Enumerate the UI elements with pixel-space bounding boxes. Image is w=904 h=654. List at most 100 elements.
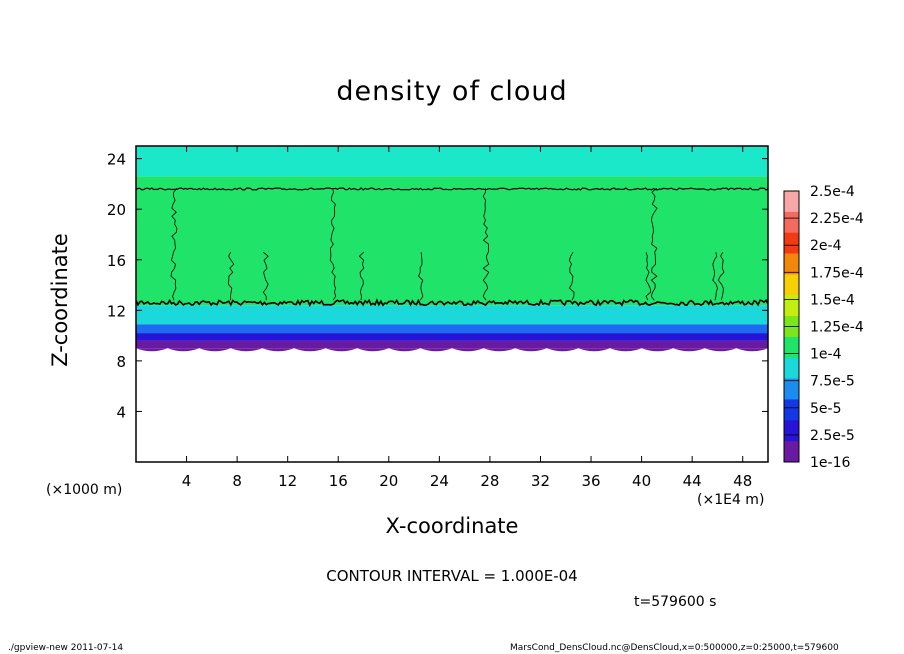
contour-streak-7	[568, 251, 575, 301]
contour-streak-6	[482, 188, 490, 301]
field-wave-bottom-13	[546, 348, 579, 352]
field-wave-bottom-7	[357, 348, 389, 352]
x-tick-label-48: 48	[733, 472, 752, 490]
colorbar-label-2: 2e-4	[810, 238, 842, 254]
colorbar-swatch-4	[784, 274, 799, 296]
y-tick-label-24: 24	[107, 151, 126, 169]
colorbar-swatch-10	[784, 399, 799, 421]
field-wave-13	[546, 335, 579, 341]
field-wave-18	[704, 335, 737, 341]
y-tick-label-12: 12	[107, 302, 126, 320]
field-wave-bottom-0	[136, 348, 168, 352]
x-tick-label-16: 16	[329, 472, 348, 490]
colorbar-swatch-9	[784, 378, 799, 400]
colorbar-label-10: 1e-16	[810, 455, 850, 471]
field-wave-12	[515, 335, 547, 341]
colorbar-swatch-12	[784, 441, 799, 463]
contour-interval-label: CONTOUR INTERVAL = 1.000E-04	[326, 567, 578, 585]
x-tick-label-12: 12	[278, 472, 297, 490]
colorbar-label-6: 1e-4	[810, 347, 842, 363]
field-wave-bottom-3	[230, 348, 263, 352]
field-wave-bottom-8	[388, 348, 421, 352]
field-wave-14	[578, 335, 610, 341]
field-wave-bottom-12	[515, 348, 547, 352]
field-wave-bottom-11	[483, 348, 516, 352]
colorbar-label-0: 2.5e-4	[810, 184, 855, 200]
colorbar-label-9: 2.5e-5	[810, 428, 855, 444]
contour-streak-3	[329, 188, 337, 301]
field-band-4	[136, 176, 768, 306]
colorbar-swatch-8	[784, 357, 799, 380]
contour-streak-1	[227, 252, 235, 301]
x-axis-unit: (×1E4 m)	[697, 492, 765, 508]
colorbar-label-7: 7.5e-5	[810, 374, 855, 390]
x-tick-label-44: 44	[683, 472, 702, 490]
colorbar-label-8: 5e-5	[810, 401, 841, 417]
y-axis-ticks: 4 8 12 16 20 24	[107, 151, 768, 421]
field-wave-bottom-2	[199, 348, 231, 352]
y-tick-label-20: 20	[107, 201, 126, 219]
field-lower-edge	[136, 335, 768, 352]
contour-streak-10	[712, 252, 718, 301]
field-wave-11	[483, 335, 516, 341]
field-wave-bottom-10	[452, 348, 484, 352]
colorbar-label-1: 2.25e-4	[810, 211, 864, 227]
footer-program-date: ./gpview-new 2011-07-14	[8, 643, 124, 653]
field-wave-17	[673, 335, 705, 341]
colorbar-label-4: 1.5e-4	[810, 292, 855, 308]
colorbar: 2.5e-4 2.25e-4 2e-4 1.75e-4 1.5e-4 1.25e-4 1e-…	[783, 184, 864, 471]
colorbar-swatch-1	[784, 211, 799, 234]
contour-streak-9	[650, 187, 658, 301]
field-wave-19	[736, 335, 768, 341]
field-wave-5	[294, 335, 326, 341]
contour-lines	[135, 187, 769, 308]
y-tick-label-16: 16	[107, 252, 126, 270]
contour-streak-8	[645, 252, 652, 301]
colorbar-swatch-5	[784, 295, 799, 317]
field-wave-bottom-5	[294, 348, 326, 352]
field-band-5	[136, 146, 768, 177]
time-label: t=579600 s	[634, 594, 717, 610]
field-wave-bottom-4	[262, 348, 294, 352]
contour-streak-0	[170, 187, 178, 301]
x-tick-label-32: 32	[531, 472, 550, 490]
field-wave-bottom-16	[641, 348, 674, 352]
field-band-0	[136, 340, 768, 349]
y-tick-label-8: 8	[116, 353, 126, 371]
x-tick-label-28: 28	[480, 472, 499, 490]
colorbar-swatch-11	[784, 420, 799, 442]
field-wave-bottom-6	[325, 348, 358, 352]
field-wave-7	[357, 335, 389, 341]
field-wave-bottom-1	[167, 348, 200, 352]
contour-line-0	[135, 298, 769, 308]
colorbar-swatch-2	[784, 232, 799, 254]
field-band-1	[136, 333, 768, 341]
field-wave-bottom-17	[673, 348, 705, 352]
x-axis-label: X-coordinate	[385, 514, 519, 538]
field-wave-4	[262, 335, 294, 341]
x-tick-label-8: 8	[232, 472, 242, 490]
field-wave-2	[199, 335, 231, 341]
contour-streak-4	[358, 251, 365, 301]
x-tick-label-4: 4	[182, 472, 192, 490]
field-wave-bottom-19	[736, 348, 768, 352]
field-wave-bottom-9	[420, 348, 452, 352]
chart-title: density of cloud	[336, 76, 568, 107]
colorbar-label-3: 1.75e-4	[810, 265, 864, 281]
footer-source: MarsCond_DensCloud.nc@DensCloud,x=0:5000…	[510, 643, 839, 653]
field-wave-8	[388, 335, 421, 341]
x-axis-ticks: 4 8 12 16 20 24 28 32 36 40 44 48	[182, 146, 752, 490]
y-tick-label-4: 4	[116, 403, 126, 421]
field-wave-3	[230, 335, 263, 341]
x-tick-label-20: 20	[379, 472, 398, 490]
y-axis-label: Z-coordinate	[48, 233, 72, 367]
contour-streak-5	[418, 252, 424, 301]
field-wave-10	[452, 335, 484, 341]
field-wave-16	[641, 335, 674, 341]
field-band-2	[136, 324, 768, 334]
density-field	[136, 146, 768, 352]
colorbar-label-5: 1.25e-4	[810, 320, 864, 336]
field-wave-bottom-15	[610, 348, 642, 352]
field-band-3	[136, 305, 768, 325]
